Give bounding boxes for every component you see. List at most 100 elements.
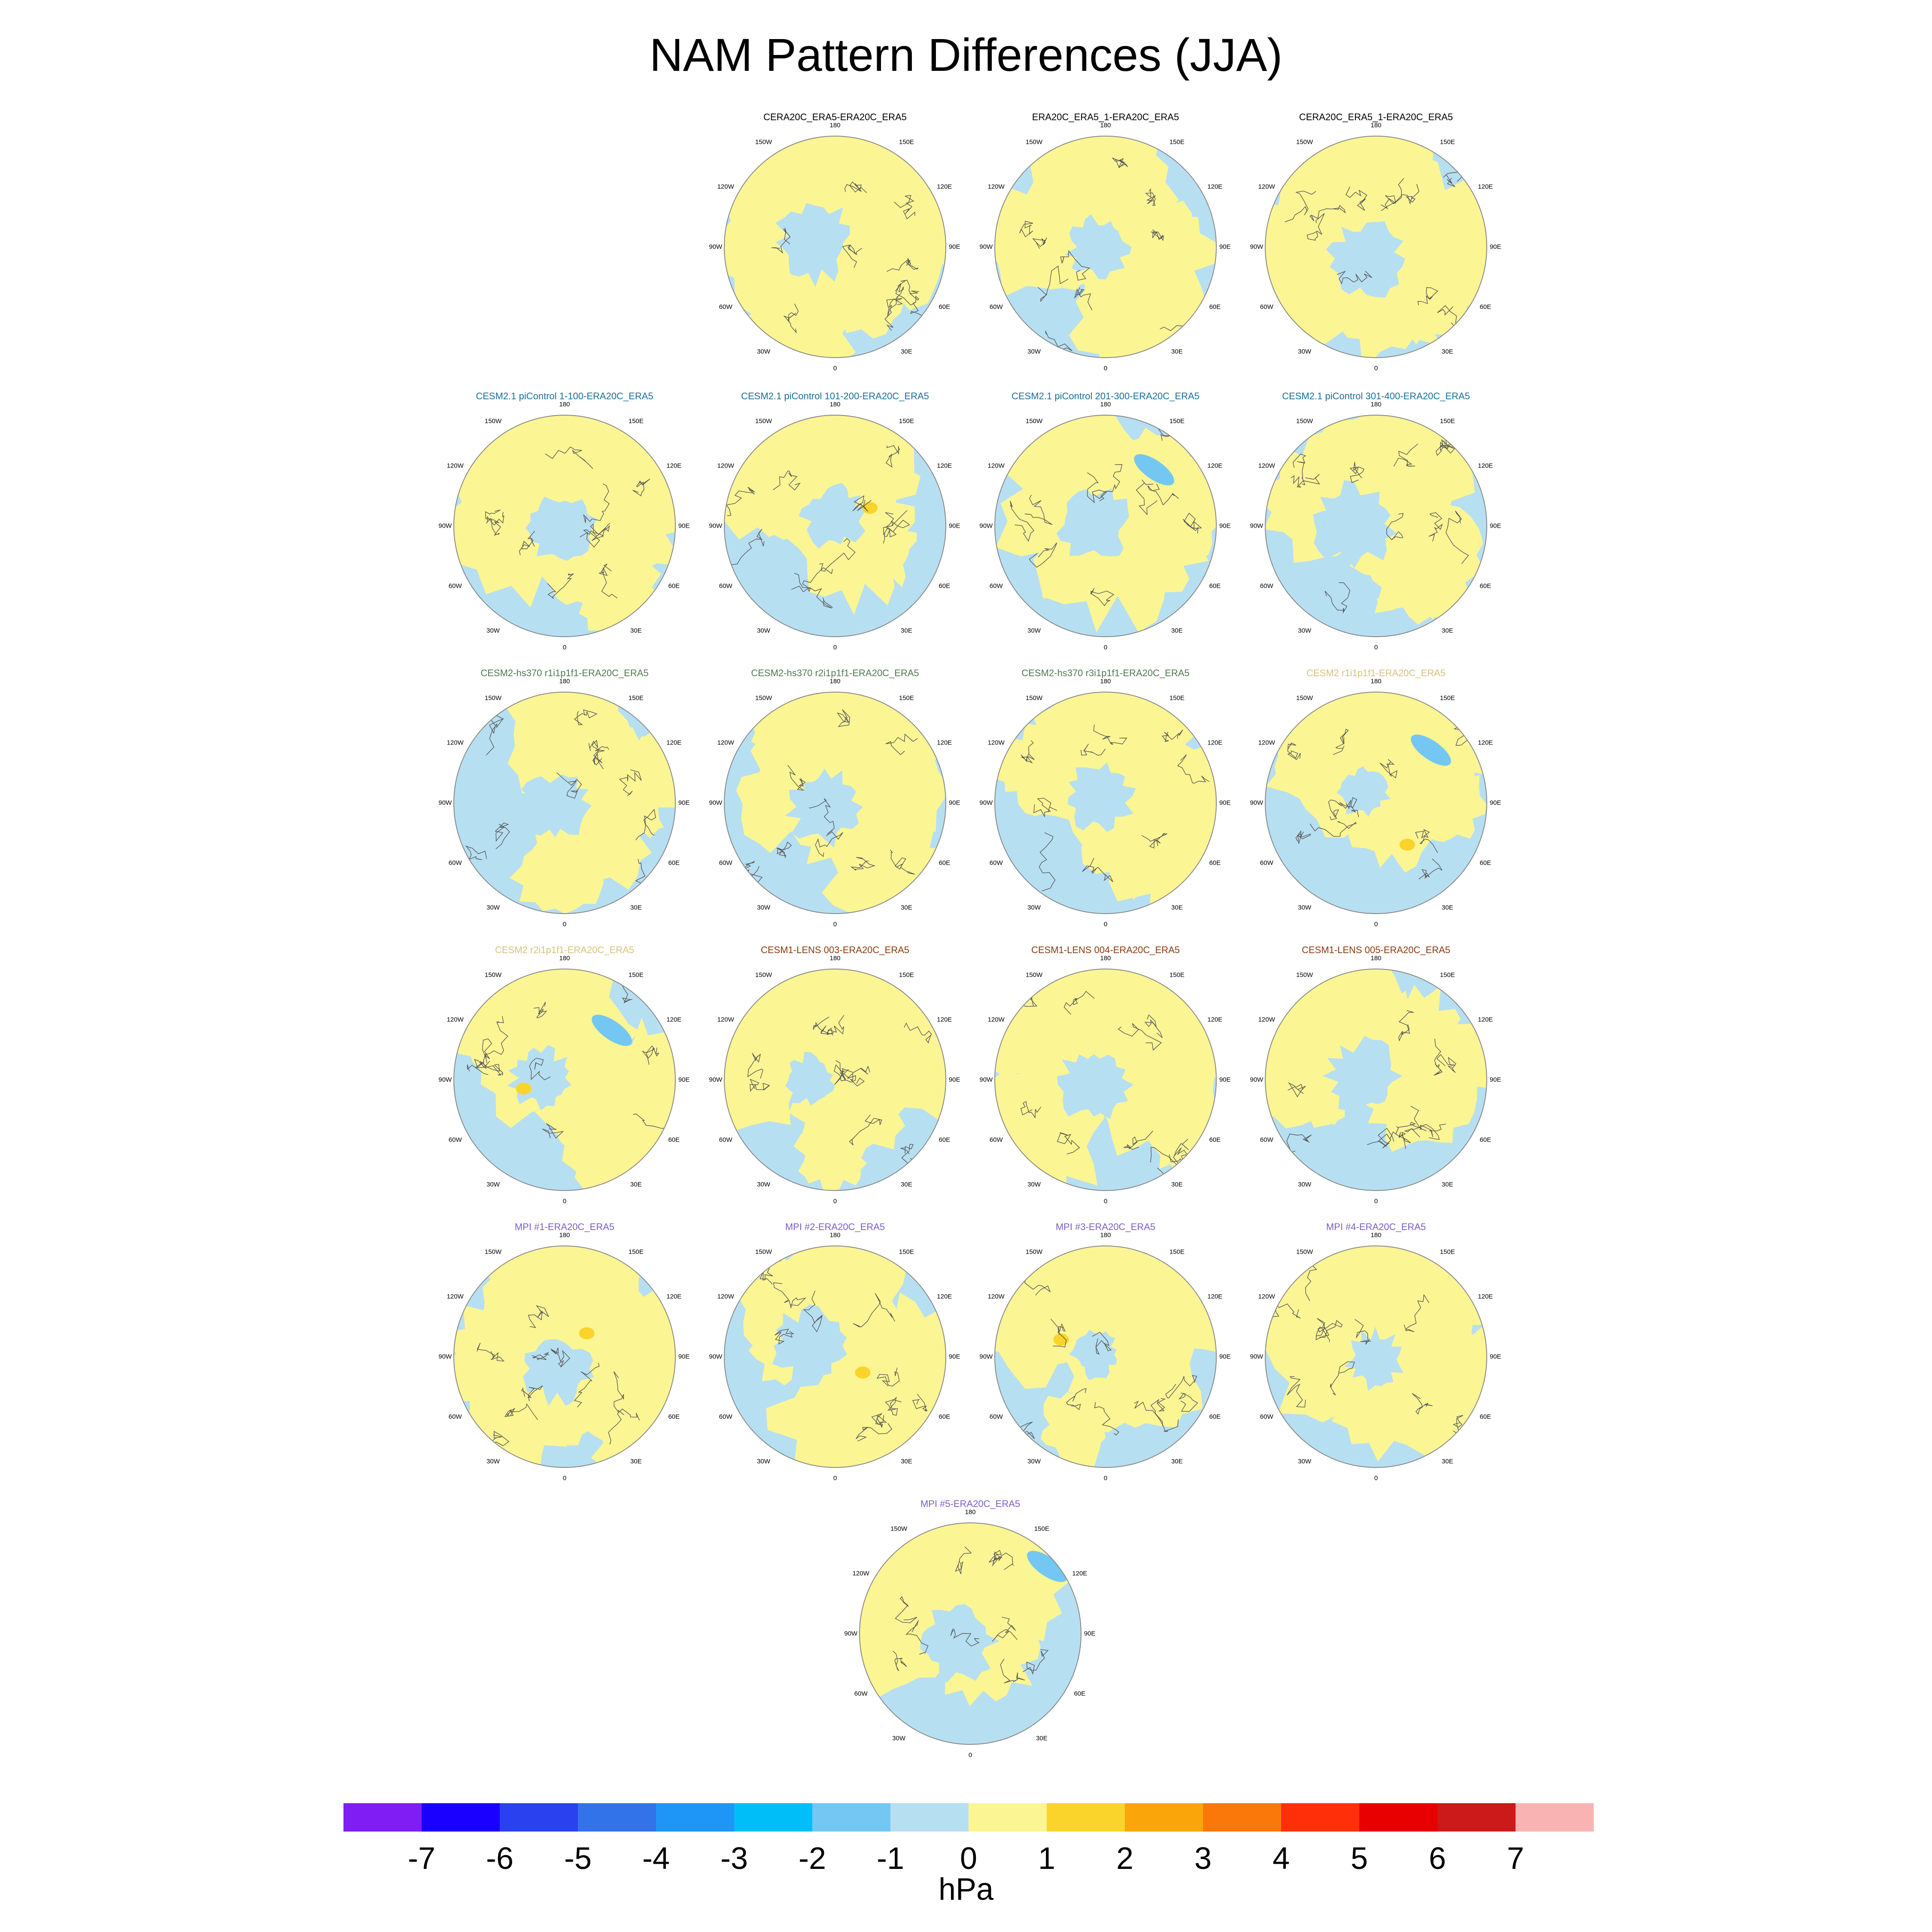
panel-title: CESM2-hs370 r1i1p1f1-ERA20C_ERA5 — [480, 668, 649, 678]
longitude-label: 150E — [899, 1248, 914, 1256]
longitude-label: 30E — [901, 1181, 912, 1188]
map-panel: CESM2-hs370 r1i1p1f1-ERA20C_ERA5 180 150W 1… — [431, 668, 698, 947]
polar-stereographic-map — [1264, 968, 1488, 1191]
longitude-label: 150E — [628, 417, 644, 425]
longitude-label: 60E — [1479, 582, 1492, 590]
longitude-label: 0 — [1374, 644, 1378, 651]
longitude-label: 180 — [829, 677, 841, 685]
colorbar-swatch — [422, 1803, 500, 1832]
longitude-label: 60E — [1209, 582, 1221, 590]
longitude-label: 120W — [1258, 739, 1275, 747]
colorbar-swatch — [890, 1803, 969, 1832]
longitude-label: 30W — [1298, 1181, 1312, 1188]
longitude-label: 0 — [1374, 1474, 1378, 1482]
longitude-label: 180 — [829, 954, 841, 962]
longitude-label: 120E — [1207, 1016, 1223, 1024]
longitude-label: 150E — [899, 138, 914, 146]
longitude-label: 120W — [987, 183, 1005, 191]
colorbar-tick-label: -4 — [642, 1841, 670, 1876]
longitude-label: 180 — [1100, 122, 1111, 129]
longitude-label: 30E — [901, 627, 912, 635]
longitude-label: 60W — [989, 1136, 1003, 1144]
panel-title: CESM2.1 piControl 1-100-ERA20C_ERA5 — [476, 391, 653, 401]
panel-title: CERA20C_ERA5_1-ERA20C_ERA5 — [1299, 112, 1453, 122]
panel-title: ERA20C_ERA5_1-ERA20C_ERA5 — [1032, 112, 1179, 122]
polar-stereographic-map — [994, 1245, 1217, 1468]
longitude-label: 30W — [1298, 1458, 1312, 1465]
longitude-label: 90W — [979, 1076, 993, 1084]
longitude-label: 60W — [854, 1690, 868, 1698]
colorbar-swatch — [500, 1803, 578, 1832]
longitude-label: 60E — [939, 582, 951, 590]
longitude-label: 150W — [1026, 138, 1043, 146]
longitude-label: 150W — [1026, 417, 1043, 425]
longitude-label: 60E — [939, 859, 951, 867]
colorbar-swatch — [1125, 1803, 1203, 1832]
longitude-label: 120E — [1207, 183, 1223, 191]
longitude-label: 150E — [1440, 694, 1455, 702]
longitude-label: 120E — [666, 1016, 682, 1024]
longitude-label: 90E — [948, 243, 960, 251]
longitude-label: 60E — [1209, 1136, 1221, 1144]
longitude-label: 120W — [852, 1570, 869, 1577]
colorbar-tick-label: 5 — [1350, 1841, 1368, 1876]
map-panel: CESM1-LENS 005-ERA20C_ERA5 180 150W 150E 120… — [1243, 945, 1509, 1224]
longitude-label: 120W — [1258, 1016, 1275, 1024]
longitude-label: 180 — [559, 1231, 570, 1239]
longitude-label: 90W — [979, 243, 993, 251]
longitude-label: 90E — [1489, 522, 1501, 530]
longitude-label: 90E — [1219, 243, 1231, 251]
map-panel: MPI #1-ERA20C_ERA5 180 150W 150E 120W 120E 90W… — [431, 1221, 698, 1501]
longitude-label: 150E — [899, 417, 914, 425]
map-panel: CESM2.1 piControl 101-200-ERA20C_ERA5 180… — [702, 391, 968, 670]
colorbar-swatch — [1047, 1803, 1125, 1832]
polar-stereographic-map — [1264, 135, 1488, 358]
longitude-label: 120E — [1478, 1016, 1493, 1024]
longitude-label: 90W — [979, 1353, 993, 1361]
polar-stereographic-map — [723, 1245, 947, 1468]
longitude-label: 90E — [678, 1076, 690, 1084]
map-panel: CERA20C_ERA5_1-ERA20C_ERA5 180 150W 150E 120… — [1243, 112, 1509, 391]
longitude-label: 30W — [486, 904, 500, 911]
longitude-label: 90W — [979, 799, 993, 807]
panel-title: CESM2.1 piControl 101-200-ERA20C_ERA5 — [741, 391, 929, 401]
longitude-label: 60W — [719, 859, 732, 867]
panel-title: MPI #4-ERA20C_ERA5 — [1326, 1221, 1426, 1232]
panel-title: MPI #2-ERA20C_ERA5 — [785, 1221, 885, 1232]
longitude-label: 60W — [448, 1136, 462, 1144]
colorbar-tick-label: -3 — [720, 1841, 748, 1876]
longitude-label: 0 — [968, 1751, 972, 1759]
longitude-label: 120E — [1072, 1570, 1088, 1577]
map-panel: CESM1-LENS 004-ERA20C_ERA5 180 150W 150E 120… — [972, 945, 1239, 1224]
polar-stereographic-map — [723, 968, 947, 1191]
longitude-label: 180 — [1370, 401, 1382, 408]
longitude-label: 150W — [1296, 971, 1313, 979]
longitude-label: 120W — [447, 1293, 464, 1300]
longitude-label: 150E — [899, 694, 914, 702]
longitude-label: 150E — [1169, 417, 1185, 425]
longitude-label: 150W — [1026, 1248, 1043, 1256]
longitude-label: 150E — [1440, 1248, 1455, 1256]
longitude-label: 60E — [1074, 1690, 1086, 1698]
longitude-label: 30E — [1171, 348, 1183, 355]
longitude-label: 120E — [937, 1016, 952, 1024]
longitude-label: 150W — [755, 971, 772, 979]
longitude-label: 120W — [1258, 183, 1275, 191]
colorbar-swatch — [969, 1803, 1047, 1832]
longitude-label: 180 — [1370, 122, 1382, 129]
colorbar-swatch — [656, 1803, 734, 1832]
longitude-label: 90E — [948, 522, 960, 530]
longitude-label: 30E — [901, 904, 912, 911]
longitude-label: 60E — [1209, 1413, 1221, 1421]
longitude-label: 60W — [1260, 303, 1273, 311]
colorbar-swatch — [1437, 1803, 1516, 1832]
longitude-label: 120W — [717, 462, 734, 470]
longitude-label: 60W — [448, 582, 462, 590]
polar-stereographic-map — [453, 414, 676, 638]
longitude-label: 150W — [485, 417, 502, 425]
longitude-label: 120E — [937, 462, 952, 470]
colorbar-tick-label: -1 — [876, 1841, 905, 1876]
longitude-label: 60E — [939, 1136, 951, 1144]
colorbar-swatch — [812, 1803, 890, 1832]
polar-stereographic-map — [994, 968, 1217, 1191]
